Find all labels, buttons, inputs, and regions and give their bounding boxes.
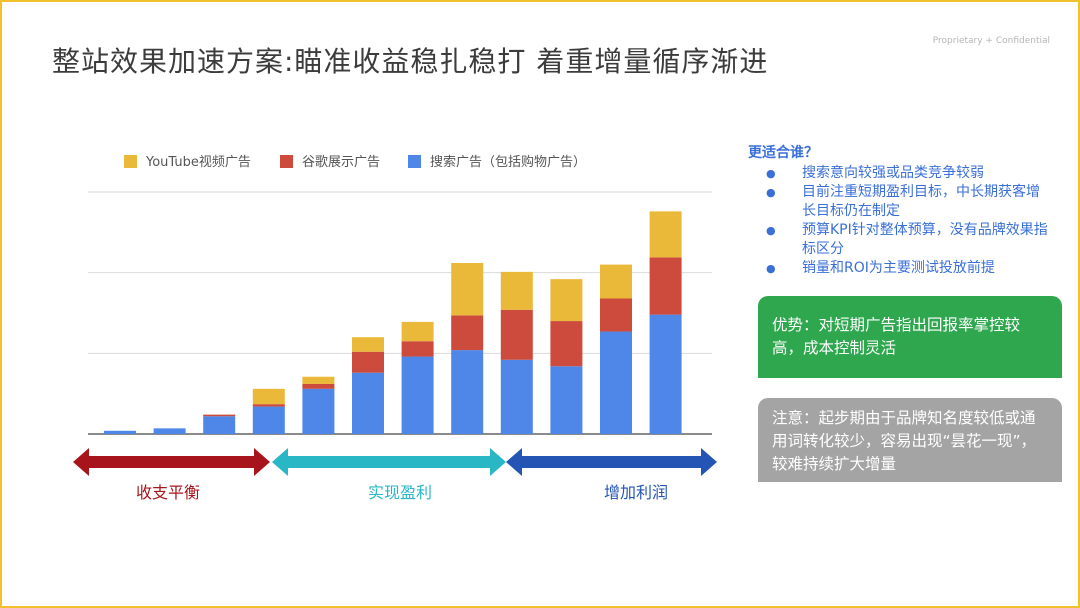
- fit-list: ● 搜索意向较强或品类竞争较弱 ● 目前注重短期盈利目标，中长期获客增长目标仍在制定…: [748, 164, 1048, 278]
- phase-label: 实现盈利: [368, 483, 432, 502]
- bar-segment: [600, 264, 632, 299]
- fit-item-text: 搜索意向较强或品类竞争较弱: [802, 165, 984, 181]
- fit-panel: 更适合谁？ ● 搜索意向较强或品类竞争较弱 ● 目前注重短期盈利目标，中长期获客增长…: [748, 142, 1048, 278]
- bar-segment: [550, 366, 583, 434]
- bar-segment: [451, 315, 484, 351]
- bar-segment: [401, 341, 434, 357]
- legend-label: 谷歌展示广告: [302, 155, 380, 170]
- bar-segment: [352, 351, 384, 373]
- bar-segment: [451, 350, 484, 434]
- stacked-bar-chart: YouTube视频广告 谷歌展示广告 搜索广告（包括购物广告） 收支平衡 实现盈利 增加利…: [73, 154, 717, 502]
- bar-segment: [550, 321, 583, 367]
- fit-item-text: 目前注重短期盈利目标，中长期获客增长目标仍在制定: [802, 184, 1040, 219]
- confidential-label: Proprietary + Confidential: [932, 36, 1050, 46]
- fit-title: 更适合谁？: [748, 145, 818, 161]
- fit-item-text: 预算KPI针对整体预算，没有品牌效果指标区分: [802, 222, 1048, 257]
- bar-segment: [401, 356, 434, 434]
- bar-segment: [649, 211, 682, 258]
- advantage-box: 优势：对短期广告指出回报率掌控较高，成本控制灵活: [758, 296, 1062, 378]
- phase-label: 增加利润: [604, 483, 668, 502]
- slide-title: 整站效果加速方案:瞄准收益稳扎稳打 着重增量循序渐进: [52, 45, 769, 78]
- bar-segment: [153, 428, 186, 434]
- bar-segment: [302, 383, 335, 389]
- bar-segment: [550, 279, 583, 322]
- bar-segment: [500, 271, 533, 310]
- bar-segment: [302, 376, 335, 384]
- bullet-icon: ●: [766, 167, 776, 180]
- bar-segment: [451, 262, 484, 316]
- bar-segment: [302, 388, 335, 434]
- phase-arrow: [506, 448, 717, 476]
- phase-arrow: [272, 448, 506, 476]
- fit-item: ● 搜索意向较强或品类竞争较弱: [748, 164, 1048, 183]
- phase-arrow: [73, 448, 270, 476]
- legend-swatch: [280, 155, 293, 168]
- bullet-icon: ●: [766, 262, 776, 275]
- bar-segment: [401, 321, 434, 342]
- legend-label: 搜索广告（包括购物广告）: [430, 154, 586, 170]
- legend-label: YouTube视频广告: [145, 155, 251, 170]
- bar-segment: [252, 404, 285, 407]
- bar-segment: [500, 359, 533, 434]
- fit-item: ● 目前注重短期盈利目标，中长期获客增长目标仍在制定: [748, 183, 1048, 221]
- bullet-icon: ●: [766, 186, 776, 199]
- bullet-icon: ●: [766, 224, 776, 237]
- bar-segment: [600, 331, 632, 434]
- legend-swatch: [408, 155, 421, 168]
- bar-segment: [352, 337, 384, 352]
- bar-segment: [600, 298, 632, 332]
- legend-swatch: [124, 155, 137, 168]
- bar-segment: [649, 257, 682, 315]
- fit-item-text: 销量和ROI为主要测试投放前提: [802, 260, 995, 276]
- bar-segment: [252, 388, 285, 405]
- caution-box: 注意：起步期由于品牌知名度较低或通用词转化较少，容易出现“昙花一现”，较难持续扩…: [758, 398, 1062, 482]
- fit-item: ● 预算KPI针对整体预算，没有品牌效果指标区分: [748, 221, 1048, 259]
- bar-segment: [203, 414, 236, 417]
- bar-segment: [352, 372, 384, 434]
- bar-segment: [203, 416, 236, 434]
- bar-segment: [649, 314, 682, 434]
- bar-segment: [500, 309, 533, 360]
- bar-segment: [104, 430, 136, 434]
- fit-item: ● 销量和ROI为主要测试投放前提: [748, 259, 1048, 278]
- phase-label: 收支平衡: [136, 483, 200, 502]
- bar-segment: [252, 406, 285, 434]
